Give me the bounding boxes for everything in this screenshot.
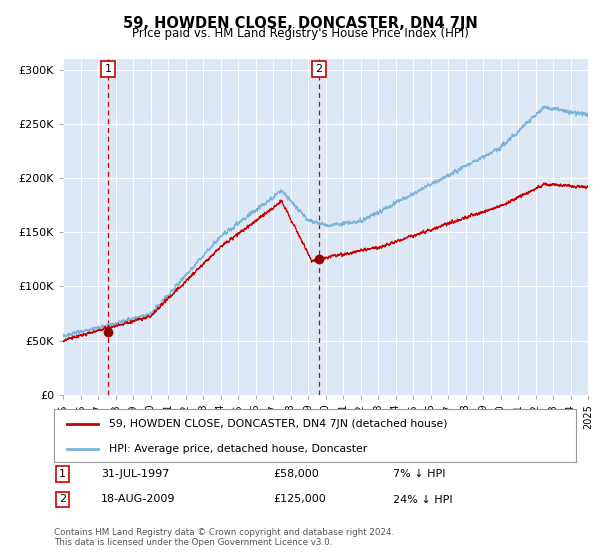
Text: 7% ↓ HPI: 7% ↓ HPI bbox=[394, 469, 446, 479]
Text: £125,000: £125,000 bbox=[273, 494, 326, 505]
Text: 1: 1 bbox=[59, 469, 66, 479]
Text: HPI: Average price, detached house, Doncaster: HPI: Average price, detached house, Donc… bbox=[109, 444, 367, 454]
Text: 1: 1 bbox=[104, 64, 112, 74]
Text: Contains HM Land Registry data © Crown copyright and database right 2024.
This d: Contains HM Land Registry data © Crown c… bbox=[54, 528, 394, 547]
Text: 31-JUL-1997: 31-JUL-1997 bbox=[101, 469, 169, 479]
Text: 18-AUG-2009: 18-AUG-2009 bbox=[101, 494, 175, 505]
Text: 2: 2 bbox=[316, 64, 323, 74]
Text: 2: 2 bbox=[59, 494, 67, 505]
Text: £58,000: £58,000 bbox=[273, 469, 319, 479]
Text: 59, HOWDEN CLOSE, DONCASTER, DN4 7JN: 59, HOWDEN CLOSE, DONCASTER, DN4 7JN bbox=[122, 16, 478, 31]
Text: 24% ↓ HPI: 24% ↓ HPI bbox=[394, 494, 453, 505]
Text: Price paid vs. HM Land Registry's House Price Index (HPI): Price paid vs. HM Land Registry's House … bbox=[131, 27, 469, 40]
Text: 59, HOWDEN CLOSE, DONCASTER, DN4 7JN (detached house): 59, HOWDEN CLOSE, DONCASTER, DN4 7JN (de… bbox=[109, 419, 448, 429]
